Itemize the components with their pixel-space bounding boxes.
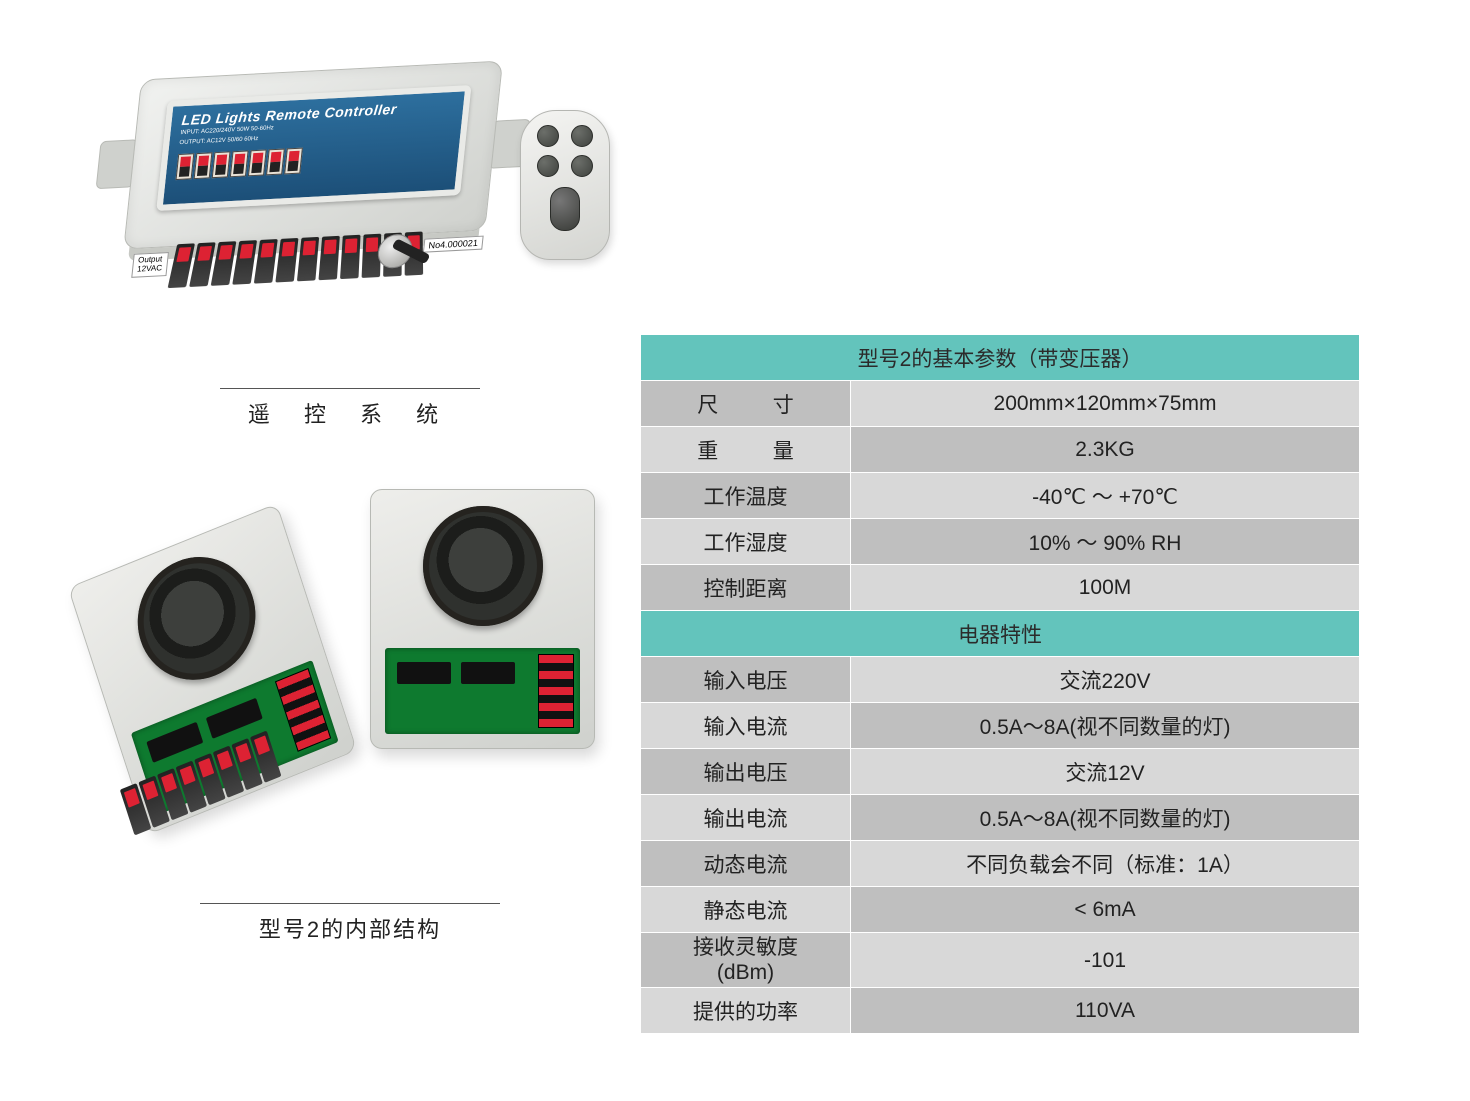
table-header-electrical: 电器特性 — [641, 611, 1360, 657]
table-row: 接收灵敏度 (dBm) -101 — [641, 933, 1360, 988]
spec-label: 输入电压 — [641, 657, 851, 703]
spec-value: -101 — [851, 933, 1360, 988]
spec-label: 输出电压 — [641, 749, 851, 795]
spec-label-line2: (dBm) — [649, 960, 842, 985]
spec-value: 交流220V — [851, 657, 1360, 703]
figure-caption-internal-structure: 型号2的内部结构 — [200, 903, 500, 944]
remote-button-icon — [571, 125, 593, 147]
spec-label: 重量 — [641, 427, 851, 473]
toroidal-transformer-icon — [122, 539, 271, 698]
table-row: 重量 2.3KG — [641, 427, 1360, 473]
controller-enclosure: LED Lights Remote Controller INPUT: AC22… — [117, 61, 503, 310]
spec-value: 不同负载会不同（标准：1A） — [851, 841, 1360, 887]
internal-structure-figure — [70, 499, 590, 869]
internal-box-top — [370, 489, 595, 749]
table-row: 工作湿度 10% ～ 90% RH — [641, 519, 1360, 565]
toroidal-transformer-icon — [423, 506, 543, 626]
spec-value: 0.5A～8A(视不同数量的灯) — [851, 795, 1360, 841]
remote-button-icon — [537, 155, 559, 177]
spec-value: 200mm×120mm×75mm — [851, 381, 1360, 427]
table-header-basic: 型号2的基本参数（带变压器） — [641, 335, 1360, 381]
spec-value: -40℃ ～ +70℃ — [851, 473, 1360, 519]
output-tag-l2: 12VAC — [137, 265, 163, 275]
controller-body: LED Lights Remote Controller INPUT: AC22… — [123, 61, 503, 250]
table-row: 输出电压 交流12V — [641, 749, 1360, 795]
spec-label: 工作温度 — [641, 473, 851, 519]
table-row: 输入电流 0.5A～8A(视不同数量的灯) — [641, 703, 1360, 749]
spec-label: 工作湿度 — [641, 519, 851, 565]
spec-label: 控制距离 — [641, 565, 851, 611]
table-row: 输出电流 0.5A～8A(视不同数量的灯) — [641, 795, 1360, 841]
table-row: 提供的功率 110VA — [641, 988, 1360, 1034]
spec-label: 动态电流 — [641, 841, 851, 887]
serial-number-tag: No4.000021 — [423, 236, 484, 253]
handheld-remote — [520, 110, 610, 260]
spec-label: 输入电流 — [641, 703, 851, 749]
output-voltage-tag: Output 12VAC — [131, 252, 168, 277]
remote-system-figure: LED Lights Remote Controller INPUT: AC22… — [70, 50, 590, 370]
spec-value: 100M — [851, 565, 1360, 611]
spec-label: 提供的功率 — [641, 988, 851, 1034]
spec-value: 2.3KG — [851, 427, 1360, 473]
spec-label-line1: 接收灵敏度 — [649, 935, 842, 960]
table-row: 控制距离 100M — [641, 565, 1360, 611]
spec-label: 尺寸 — [641, 381, 851, 427]
table-row: 输入电压 交流220V — [641, 657, 1360, 703]
remote-button-icon — [571, 155, 593, 177]
table-row: 工作温度 -40℃ ～ +70℃ — [641, 473, 1360, 519]
figure-caption-remote-system: 遥 控 系 统 — [220, 388, 480, 429]
spec-table: 型号2的基本参数（带变压器） 尺寸 200mm×120mm×75mm 重量 2.… — [640, 334, 1360, 1034]
spec-label: 输出电流 — [641, 795, 851, 841]
spec-value: < 6mA — [851, 887, 1360, 933]
spec-label: 接收灵敏度 (dBm) — [641, 933, 851, 988]
spec-value: 10% ～ 90% RH — [851, 519, 1360, 565]
table-row: 尺寸 200mm×120mm×75mm — [641, 381, 1360, 427]
spec-label: 静态电流 — [641, 887, 851, 933]
spec-value: 110VA — [851, 988, 1360, 1034]
spec-value: 交流12V — [851, 749, 1360, 795]
remote-center-button-icon — [550, 187, 580, 231]
spec-value: 0.5A～8A(视不同数量的灯) — [851, 703, 1360, 749]
table-row: 静态电流 < 6mA — [641, 887, 1360, 933]
controller-faceplate: LED Lights Remote Controller INPUT: AC22… — [156, 85, 471, 211]
table-row: 动态电流 不同负载会不同（标准：1A） — [641, 841, 1360, 887]
remote-button-icon — [537, 125, 559, 147]
pcb-board — [385, 648, 580, 734]
